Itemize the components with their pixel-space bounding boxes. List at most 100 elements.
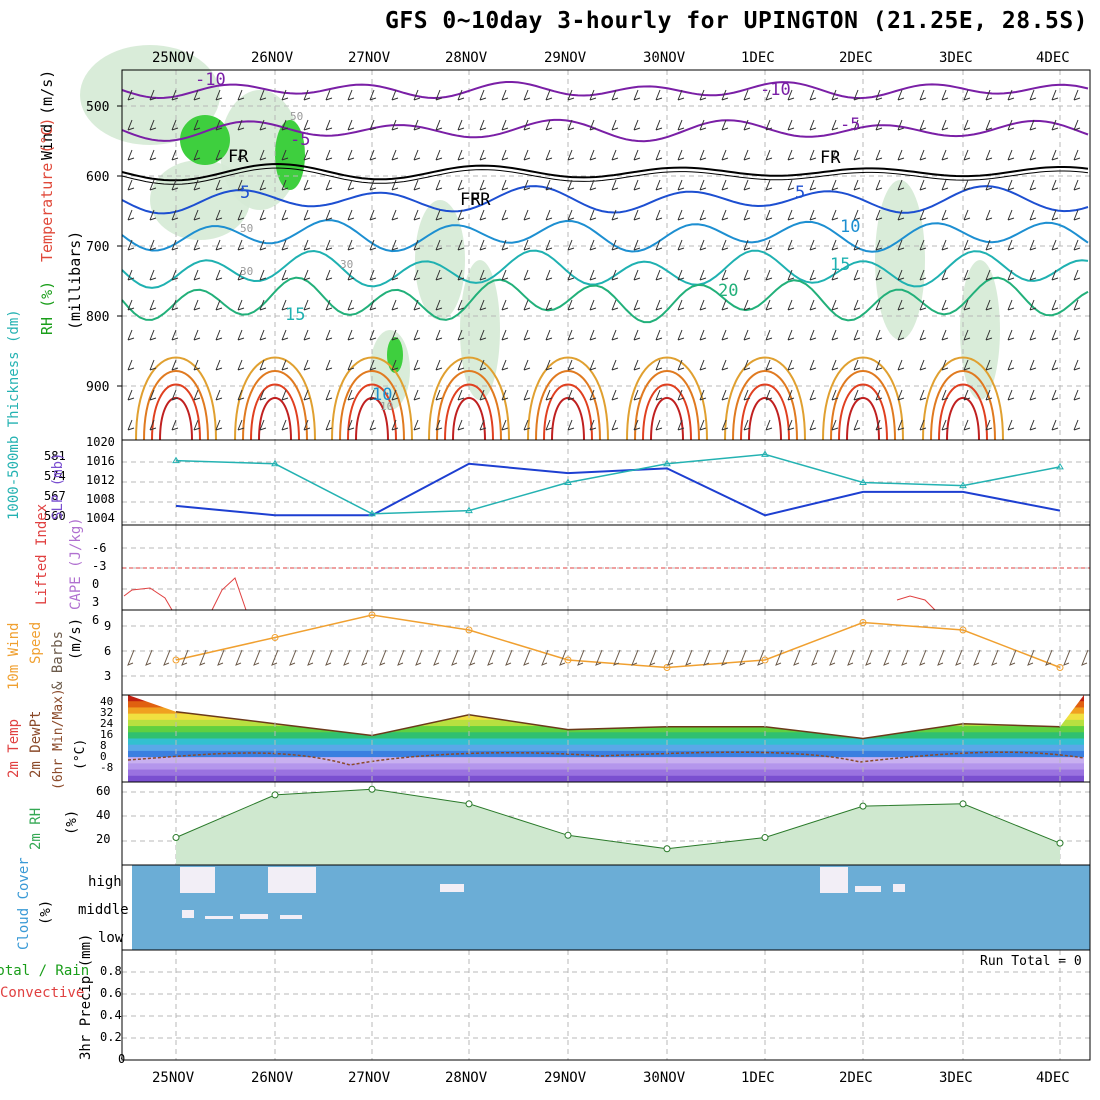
wind-barb [325,89,333,101]
wind-barb [567,389,575,401]
wind-barb [703,649,711,666]
isotherm-warm [535,370,601,441]
wind-barb [171,419,179,431]
wind-barb [457,299,465,311]
wind-barb [743,89,751,101]
date-label-top: 28NOV [445,50,488,66]
wind-barb [347,89,355,101]
wind-barb [1029,299,1037,311]
wind-barb [1073,359,1081,371]
y-tick-label: 0.8 [100,964,122,978]
wind-barb [699,149,707,161]
temp-band [128,732,1084,739]
date-label-bottom: 30NOV [643,1070,686,1086]
wind-barb [831,359,839,371]
cloud-block [205,916,233,919]
y-tick-label: 8 [100,739,107,752]
wind-barb [325,359,333,371]
wind-barb [347,239,355,251]
chart-title: GFS 0~10day 3-hourly for UPINGTON (21.25… [385,8,1089,34]
isotherm-label: 15 [285,305,305,325]
isotherm-label: -5 [840,115,860,135]
wind-barb [655,179,663,191]
wind-barb [303,119,311,131]
isotherm-warm [650,397,684,441]
wind-barb [963,239,971,251]
date-label-top: 1DEC [741,50,775,66]
wind-barb [523,209,531,221]
rh-shade [960,260,1000,400]
wind-barb [1007,149,1015,161]
cloud-block [820,867,848,893]
date-label-bottom: 25NOV [152,1070,195,1086]
rh-marker [1056,839,1064,847]
wind-barb [1007,359,1015,371]
wind-speed-marker [859,619,867,626]
wind-barb [505,649,513,666]
isotherm-warm [634,370,700,441]
wind-barb [875,179,883,191]
wind-barb [1073,119,1081,131]
wind-barb [1063,649,1071,666]
wind-barb [457,269,465,281]
y-tick-label: 600 [86,170,109,185]
wind-barb [919,419,927,431]
wind-barb [259,299,267,311]
wind-barb [613,649,621,666]
wind-barb [853,89,861,101]
wind-barb [655,359,663,371]
thickness-line [175,453,1061,515]
wind-barb [699,179,707,191]
wind-barb [215,149,223,161]
wind-barb [1029,329,1037,341]
isotherm-warm [258,397,292,441]
wind-barb [919,149,927,161]
isotherm-label: 15 [830,255,850,275]
wind-barb [721,299,729,311]
wind-barb [303,269,311,281]
cloud-block [182,910,194,918]
wind-barb [765,149,773,161]
wind-barb [501,89,509,101]
wind-barb [253,649,261,666]
wind-barb [171,299,179,311]
wind-barb [259,269,267,281]
wind-barb [237,119,245,131]
wind-barb [303,359,311,371]
wind-barb [831,269,839,281]
date-label-top: 29NOV [544,50,587,66]
wind-barb [677,179,685,191]
wind-barb [523,269,531,281]
y-tick-label: 1016 [86,454,115,468]
y-tick-label: 24 [100,717,114,730]
wind-barb [1029,119,1037,131]
lifted-index-line [123,587,173,611]
wind-barb [1073,389,1081,401]
wind-barb [413,419,421,431]
thickness-marker [761,450,769,457]
wind-barb [413,359,421,371]
wind-barb [237,179,245,191]
rh-contour-label: 50 [290,110,303,123]
wind-barb [897,329,905,341]
wind-barb [963,149,971,161]
wind-barb [369,239,377,251]
wind-barb [721,179,729,191]
wind-barb [809,359,817,371]
wind-barb [941,179,949,191]
wind-barb [347,149,355,161]
wind-barb [631,649,639,666]
wind-barb [765,299,773,311]
wind-speed-marker [564,656,572,664]
wind-barb [171,329,179,341]
wind-barb [955,649,963,666]
wind-barb [289,649,297,666]
rh-marker [465,800,473,808]
wind-barb [655,329,663,341]
wind-barb [655,149,663,161]
wind-barb [1051,179,1059,191]
y-tick-label: 9 [104,619,111,633]
wind-barb [237,239,245,251]
slp-ylabel-right: SLP (mb) [50,453,66,520]
thickness-marker [959,481,967,489]
